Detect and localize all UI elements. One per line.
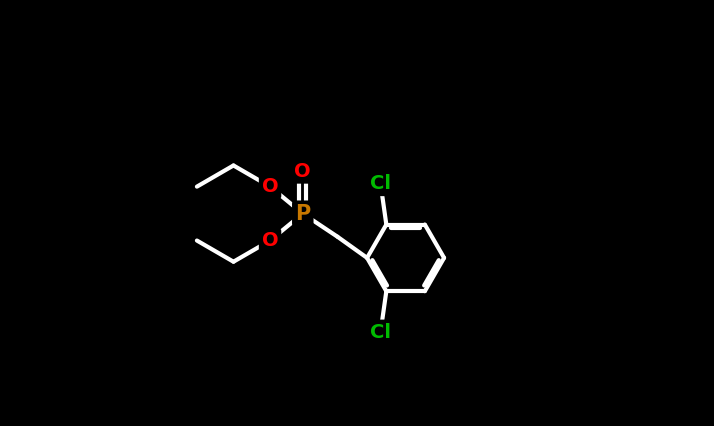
- Text: Cl: Cl: [370, 174, 391, 193]
- Text: Cl: Cl: [370, 322, 391, 342]
- Text: O: O: [262, 231, 278, 250]
- Text: O: O: [262, 177, 278, 196]
- Text: O: O: [294, 162, 311, 181]
- Text: P: P: [295, 204, 311, 224]
